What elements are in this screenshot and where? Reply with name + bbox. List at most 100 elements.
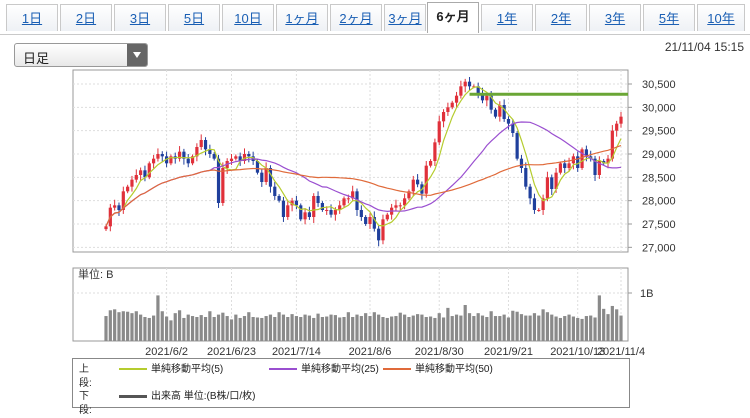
- volume-bar: [303, 314, 307, 341]
- date-tick-label: 2021/7/14: [272, 346, 321, 358]
- volume-unit-label: 単位: B: [78, 267, 113, 281]
- tab-2[interactable]: 3日: [114, 4, 166, 31]
- volume-bar: [580, 318, 584, 341]
- price-tick-label: 28,000: [642, 196, 676, 208]
- candle-body: [385, 214, 389, 220]
- candle-body: [216, 158, 221, 203]
- legend-lower-label: 下段:: [79, 391, 92, 416]
- volume-bar: [355, 314, 359, 341]
- date-tick-label: 2021/11/4: [597, 346, 645, 358]
- volume-bar: [147, 317, 151, 341]
- tab-4[interactable]: 10日: [222, 4, 274, 31]
- tab-8[interactable]: 6ヶ月: [427, 2, 479, 33]
- volume-bar: [359, 316, 363, 341]
- volume-bar: [238, 317, 242, 341]
- volume-bar: [169, 320, 173, 341]
- ma25-swatch: [269, 368, 297, 371]
- volume-bar: [134, 311, 138, 341]
- candle-body: [351, 191, 355, 199]
- volume-bar: [576, 317, 580, 341]
- candle-body: [567, 163, 571, 168]
- date-tick-label: 2021/9/21: [484, 346, 533, 358]
- volume-bar: [186, 314, 190, 341]
- candle-body: [364, 217, 368, 224]
- candle-body: [113, 205, 117, 208]
- date-tick-label: 2021/10/13: [550, 346, 605, 358]
- volume-bar: [247, 312, 251, 341]
- candle-body: [169, 156, 173, 164]
- volume-bar: [177, 310, 182, 341]
- volume-bar: [316, 313, 320, 341]
- candle-body: [563, 163, 567, 168]
- volume-bar: [589, 315, 593, 341]
- volume-bar: [312, 317, 316, 341]
- price-tick-label: 28,500: [642, 172, 676, 184]
- candle-body: [446, 107, 450, 112]
- volume-bar: [493, 316, 498, 341]
- volume-bar: [364, 313, 368, 341]
- volume-bar: [208, 311, 212, 341]
- candle-body: [130, 179, 134, 187]
- candle-body: [316, 196, 320, 203]
- volume-bar: [143, 317, 147, 341]
- candle-body: [208, 149, 212, 154]
- volume-bar: [372, 312, 376, 341]
- tab-6[interactable]: 2ヶ月: [330, 4, 382, 31]
- tab-5[interactable]: 1ヶ月: [276, 4, 328, 31]
- candle-body: [121, 191, 125, 210]
- chart-legend: 上段: 単純移動平均(5) 単純移動平均(25) 単純移動平均(50) 下段: …: [72, 358, 630, 416]
- candle-body: [545, 177, 550, 199]
- tab-0[interactable]: 1日: [6, 4, 58, 31]
- volume-bar: [338, 317, 342, 341]
- volume-bar: [428, 316, 433, 341]
- volume-bar: [528, 315, 532, 341]
- tab-13[interactable]: 10年: [697, 4, 745, 31]
- legend-ma25: 単純移動平均(25): [269, 363, 379, 377]
- volume-bar: [139, 314, 143, 341]
- candle-body: [238, 156, 242, 161]
- volume-bar: [113, 309, 117, 341]
- tab-9[interactable]: 1年: [481, 4, 533, 31]
- tab-3[interactable]: 5日: [168, 4, 220, 31]
- tab-1[interactable]: 2日: [60, 4, 112, 31]
- volume-bar: [610, 305, 614, 341]
- legend-ma5-label: 単純移動平均(5): [151, 364, 224, 375]
- volume-bar: [264, 316, 268, 341]
- candle-body: [411, 179, 415, 192]
- volume-bar: [541, 309, 545, 341]
- candle-body: [511, 123, 515, 133]
- volume-bar: [415, 314, 420, 341]
- volume-bar: [597, 295, 601, 341]
- interval-select[interactable]: 日足: [14, 43, 148, 67]
- volume-bar: [126, 311, 130, 341]
- chevron-down-icon[interactable]: [127, 44, 147, 66]
- candle-body: [294, 200, 299, 206]
- volume-bar: [403, 314, 407, 341]
- ma50-swatch: [383, 368, 411, 371]
- candle-body: [303, 212, 307, 220]
- candle-body: [498, 105, 502, 117]
- candle-body: [502, 105, 506, 119]
- candle-body: [524, 168, 528, 187]
- tab-10[interactable]: 2年: [535, 4, 587, 31]
- volume-bar: [329, 314, 333, 341]
- candle-body: [493, 109, 498, 117]
- volume-bar: [550, 314, 554, 341]
- volume-bar: [234, 314, 238, 341]
- candle-body: [602, 161, 606, 164]
- candle-body: [441, 112, 446, 122]
- volume-bar: [273, 317, 277, 341]
- candle-body: [394, 205, 398, 208]
- tab-12[interactable]: 5年: [643, 4, 695, 31]
- volume-bar: [121, 311, 125, 341]
- candle-body: [377, 228, 381, 241]
- tab-7[interactable]: 3ヶ月: [384, 4, 426, 31]
- volume-bar: [190, 316, 195, 341]
- timestamp: 21/11/04 15:15: [664, 40, 744, 54]
- candle-body: [281, 200, 286, 217]
- volume-bar: [441, 317, 446, 341]
- volume-bar: [537, 315, 541, 341]
- candle-body: [541, 198, 545, 210]
- tab-11[interactable]: 3年: [589, 4, 641, 31]
- candle-body: [164, 156, 169, 164]
